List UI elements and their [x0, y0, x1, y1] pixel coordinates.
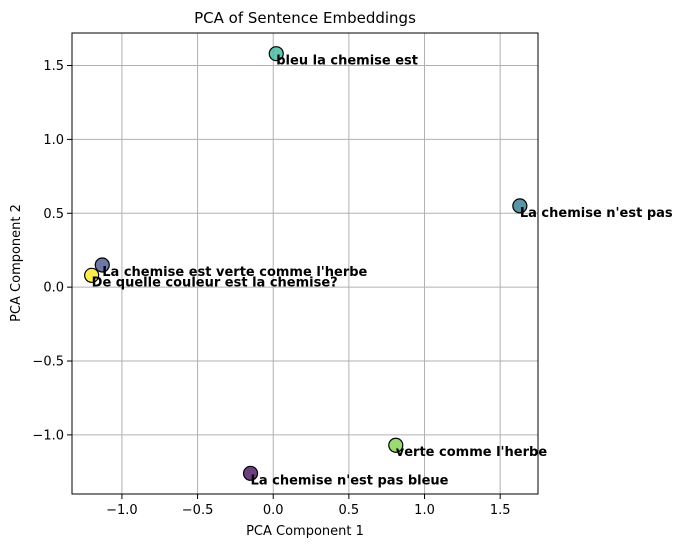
- y-tick-label: 1.0: [43, 133, 64, 148]
- y-tick-label: 1.5: [43, 59, 64, 74]
- point-label: La chemise n'est pas: [520, 206, 673, 221]
- x-tick-label: −1.0: [106, 503, 138, 518]
- x-tick-label: −0.5: [182, 503, 214, 518]
- point-label: La chemise n'est pas bleue: [251, 473, 449, 488]
- x-tick-label: 0.0: [263, 503, 284, 518]
- point-label: bleu la chemise est: [276, 54, 418, 69]
- data-points: [84, 46, 528, 481]
- scatter-point: [242, 465, 259, 481]
- y-axis-label: PCA Component 2: [9, 204, 24, 322]
- point-label: De quelle couleur est la chemise?: [92, 275, 338, 290]
- x-tick-label: 1.5: [490, 503, 511, 518]
- chart-title: PCA of Sentence Embeddings: [194, 9, 416, 27]
- y-tick-label: −1.0: [32, 428, 64, 443]
- y-tick-label: 0.0: [43, 281, 64, 296]
- axis-ticks: −1.0 −0.5 0.0 0.5 1.0 1.5 −1.0 −0.5 0.0 0.5 1.0 1.5: [32, 59, 510, 518]
- point-labels: bleu la chemise est La chemise n'est pas L…: [92, 54, 673, 489]
- y-tick-label: −0.5: [32, 355, 64, 370]
- point-label: verte comme l'herbe: [396, 445, 548, 460]
- x-tick-label: 1.0: [414, 503, 435, 518]
- scatter-point: [512, 198, 528, 214]
- scatter-point: [268, 46, 284, 62]
- x-tick-label: 0.5: [339, 503, 360, 518]
- y-tick-label: 0.5: [43, 207, 64, 222]
- scatter-point: [388, 437, 404, 453]
- x-axis-label: PCA Component 1: [246, 524, 364, 539]
- plot-frame: [71, 32, 539, 495]
- scatter-point: [84, 267, 100, 283]
- point-label: La chemise est verte comme l'herbe: [102, 265, 367, 280]
- scatter-point: [94, 257, 110, 273]
- grid-lines: [72, 33, 538, 494]
